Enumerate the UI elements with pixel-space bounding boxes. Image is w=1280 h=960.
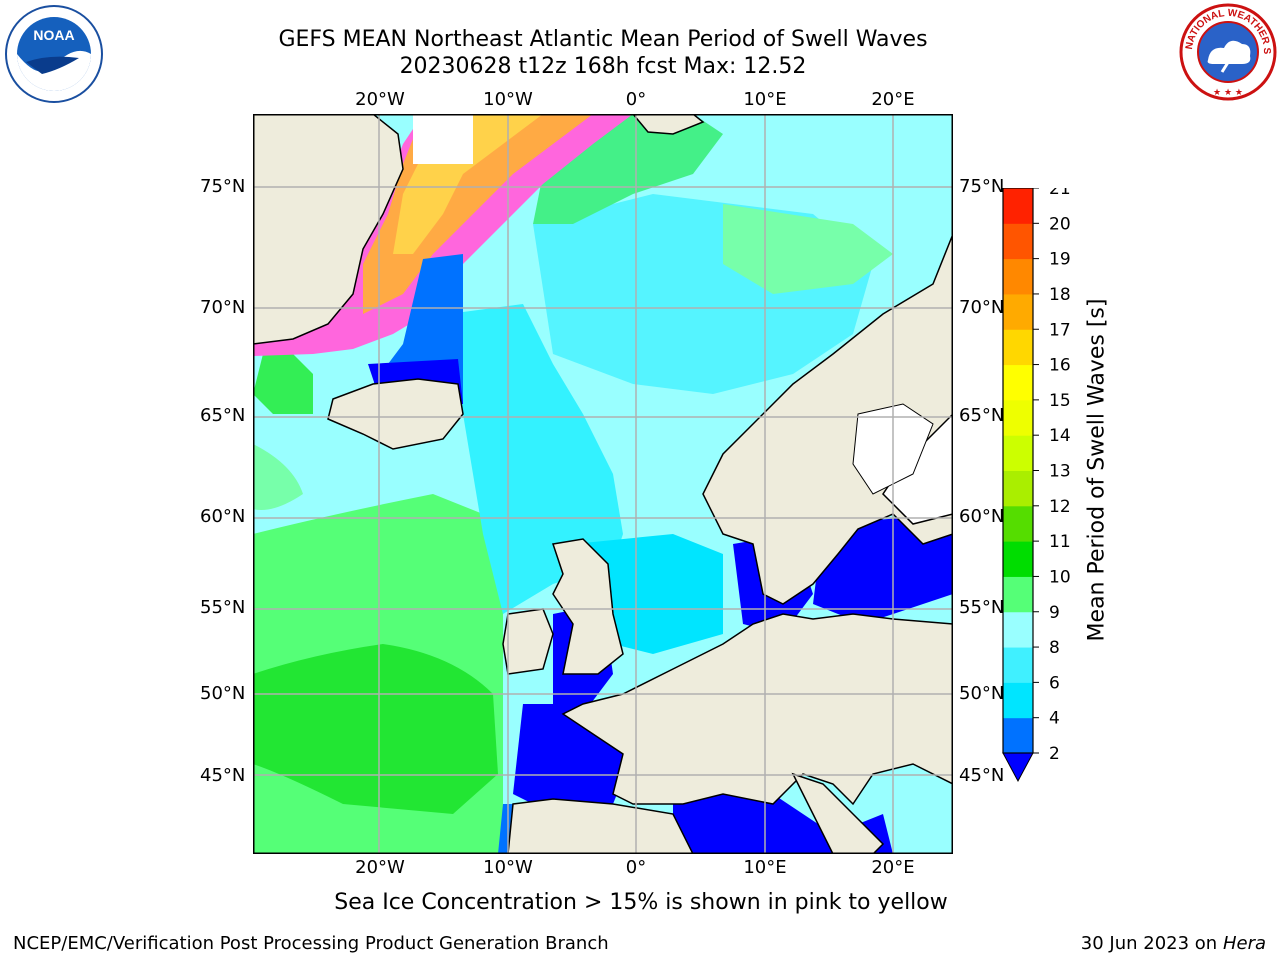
colorbar: 2 4 6 8 9 10 11 12 13 14 15 16 17 18 19 20 21 xyxy=(1002,188,1071,783)
colorbar-band-1 xyxy=(1003,682,1033,719)
colorbar-extend-triangle xyxy=(1002,752,1034,783)
swell-band-6-8 xyxy=(448,304,623,614)
colorbar-band-13 xyxy=(1003,258,1033,295)
lon-label-top-20w: 20°W xyxy=(355,89,405,110)
colorbar-tick-label: 19 xyxy=(1049,250,1071,270)
colorbar-tick-label: 9 xyxy=(1049,603,1060,623)
colorbar-band-11 xyxy=(1003,329,1033,366)
swell-band-10-11 xyxy=(253,644,498,814)
colorbar-tick-label: 12 xyxy=(1049,497,1071,517)
colorbar-tick-label: 2 xyxy=(1049,744,1060,764)
map-frame xyxy=(253,114,953,854)
lat-label-right-50n: 50°N xyxy=(959,683,1005,704)
svg-text:★ ★ ★: ★ ★ ★ xyxy=(1213,88,1243,98)
run-date-text: 30 Jun 2023 on xyxy=(1080,933,1218,954)
nws-logo: NATIONAL WEATHER SERVICE ★ ★ ★ xyxy=(1178,2,1277,101)
colorbar-band-12 xyxy=(1003,293,1033,330)
lon-label-bottom-10e: 10°E xyxy=(743,857,787,878)
lon-label-bottom-20w: 20°W xyxy=(355,857,405,878)
noaa-logo: NOAA xyxy=(5,5,103,103)
run-date: 30 Jun 2023 on Hera xyxy=(1081,933,1266,954)
swell-patch-greenland-east xyxy=(253,354,313,414)
lon-label-bottom-0: 0° xyxy=(625,857,647,878)
lon-label-top-10e: 10°E xyxy=(743,89,787,110)
colorbar-tick-label: 16 xyxy=(1049,356,1071,376)
lon-label-top-10w: 10°W xyxy=(483,89,533,110)
colorbar-tick-label: 10 xyxy=(1049,567,1071,587)
colorbar-band-7 xyxy=(1003,470,1033,507)
lat-label-left-70n: 70°N xyxy=(200,297,246,318)
colorbar-band-8 xyxy=(1003,435,1033,471)
colorbar-band-5 xyxy=(1003,541,1033,577)
graticule xyxy=(253,114,953,854)
colorbar-tick-label: 14 xyxy=(1049,426,1071,446)
lat-label-left-50n: 50°N xyxy=(200,683,246,704)
machine-name: Hera xyxy=(1222,933,1266,954)
colorbar-tick-label: 15 xyxy=(1049,391,1071,411)
colorbar-band-2 xyxy=(1003,647,1033,683)
colorbar-band-4 xyxy=(1003,576,1033,613)
lat-label-right-45n: 45°N xyxy=(959,765,1005,786)
chart-subtitle: 20230628 t12z 168h fcst Max: 12.52 xyxy=(399,54,807,79)
colorbar-band-3 xyxy=(1003,611,1033,648)
lat-label-left-60n: 60°N xyxy=(200,506,246,527)
colorbar-band-6 xyxy=(1003,505,1033,542)
colorbar-tick-label: 13 xyxy=(1049,462,1071,482)
ice-gap xyxy=(413,114,473,164)
colorbar-band-15 xyxy=(1003,188,1033,224)
lon-label-bottom-20e: 20°E xyxy=(871,857,915,878)
lat-label-right-65n: 65°N xyxy=(959,405,1005,426)
colorbar-tick-label: 17 xyxy=(1049,320,1071,340)
chart-title: GEFS MEAN Northeast Atlantic Mean Period… xyxy=(278,27,928,52)
colorbar-tick-label: 18 xyxy=(1049,285,1071,305)
lat-label-right-75n: 75°N xyxy=(959,176,1005,197)
lat-label-left-45n: 45°N xyxy=(200,765,246,786)
swell-period-map xyxy=(253,114,953,854)
lat-label-left-65n: 65°N xyxy=(200,405,246,426)
lat-label-left-55n: 55°N xyxy=(200,597,246,618)
colorbar-band-10 xyxy=(1003,364,1033,401)
colorbar-tick-label: 8 xyxy=(1049,638,1060,658)
svg-text:NOAA: NOAA xyxy=(33,27,74,43)
colorbar-tick-label: 4 xyxy=(1049,709,1060,729)
lat-label-right-55n: 55°N xyxy=(959,597,1005,618)
credit-line: NCEP/EMC/Verification Post Processing Pr… xyxy=(13,933,609,954)
swell-patch-west xyxy=(253,444,303,510)
colorbar-label: Mean Period of Swell Waves [s] xyxy=(1084,298,1110,642)
colorbar-tick-label: 6 xyxy=(1049,673,1060,693)
colorbar-band-14 xyxy=(1003,223,1033,260)
lat-label-right-70n: 70°N xyxy=(959,297,1005,318)
colorbar-tick-label: 11 xyxy=(1049,532,1071,552)
colorbar-tick-label: 21 xyxy=(1049,188,1071,199)
colorbar-tick-label: 20 xyxy=(1049,214,1071,234)
colorbar-band-0 xyxy=(1003,717,1033,754)
lon-label-top-20e: 20°E xyxy=(871,89,915,110)
sea-ice-note: Sea Ice Concentration > 15% is shown in … xyxy=(334,890,948,915)
lon-label-bottom-10w: 10°W xyxy=(483,857,533,878)
colorbar-band-9 xyxy=(1003,399,1033,436)
lat-label-left-75n: 75°N xyxy=(200,176,246,197)
lat-label-right-60n: 60°N xyxy=(959,506,1005,527)
lon-label-top-0: 0° xyxy=(625,89,647,110)
